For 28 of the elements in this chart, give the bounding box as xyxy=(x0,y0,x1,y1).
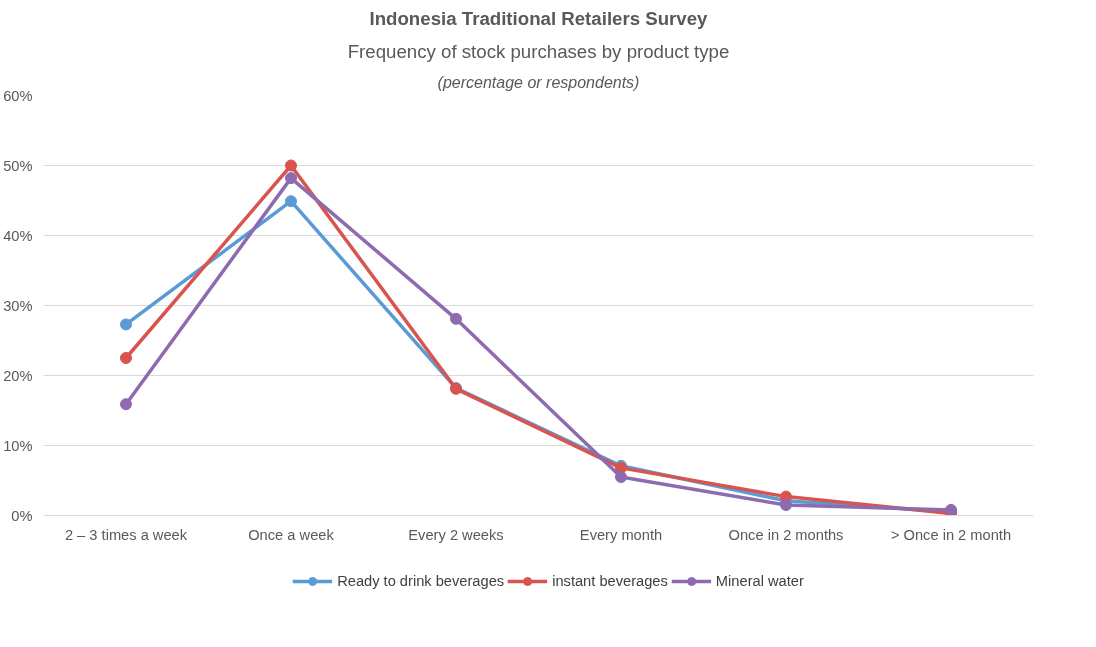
x-tick-label: 2 – 3 times a week xyxy=(64,526,188,543)
y-tick-label: 40% xyxy=(3,227,33,244)
y-tick-label: 10% xyxy=(3,437,33,454)
y-tick-label: 30% xyxy=(3,297,33,314)
legend-label: Ready to drink beverages xyxy=(337,573,505,590)
y-tick-label: 20% xyxy=(3,367,33,384)
point xyxy=(285,159,297,172)
point xyxy=(120,398,132,411)
point xyxy=(285,195,297,208)
x-tick-label: Every month xyxy=(579,526,663,543)
point xyxy=(120,318,132,331)
point xyxy=(120,352,132,364)
x-tick-label: Every 2 weeks xyxy=(408,526,504,543)
x-tick-label: Once a week xyxy=(248,526,335,543)
x-tick-label: Once in 2 months xyxy=(728,526,844,543)
chart-subtitle: Frequency of stock purchases by product type xyxy=(347,40,730,62)
legend-label: Mineral water xyxy=(715,573,804,590)
y-tick-label: 50% xyxy=(3,157,33,174)
point xyxy=(285,172,297,185)
point xyxy=(615,471,627,483)
legend-label: instant beverages xyxy=(552,573,668,590)
point xyxy=(780,499,792,511)
chart-title: Indonesia Traditional Retailers Survey xyxy=(369,7,709,29)
point xyxy=(450,312,462,325)
y-tick-label: 60% xyxy=(3,87,33,104)
text: (percentage or respondents) xyxy=(437,73,640,91)
x-tick-label: > Once in 2 month xyxy=(890,526,1012,543)
y-tick-label: 0% xyxy=(11,507,33,524)
